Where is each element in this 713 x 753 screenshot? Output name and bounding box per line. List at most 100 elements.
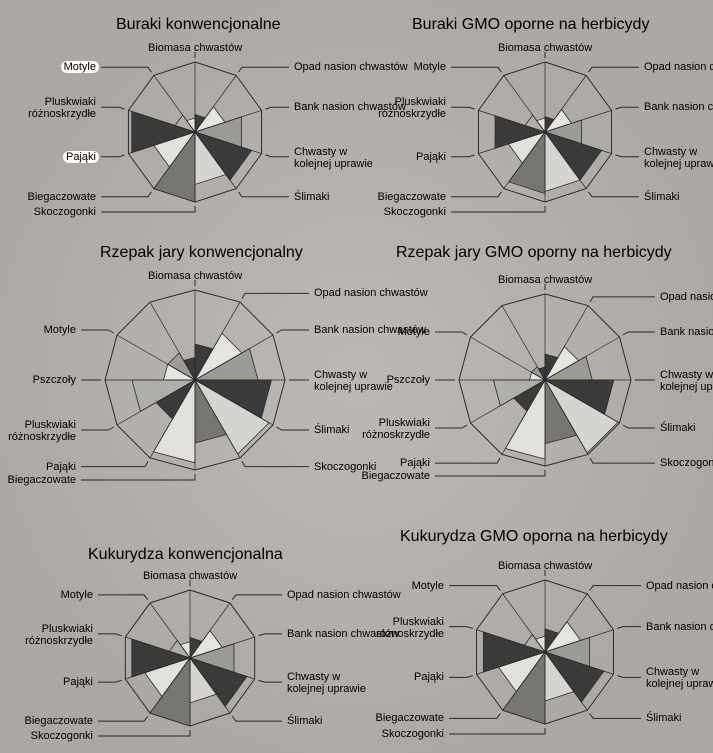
axis-label: Motyle <box>61 61 99 73</box>
axis-label: Pająki <box>397 457 433 469</box>
label-leader <box>435 470 545 476</box>
axis-label: Pluskwiaki różnoskrzydłe <box>347 417 433 441</box>
radar-spoke <box>117 335 195 380</box>
panel-kukurydza-gmo: Kukurydza GMO oporna na herbicydyBiomasa… <box>370 548 700 743</box>
axis-label: Motyle <box>395 326 433 338</box>
label-leader <box>588 192 639 197</box>
label-leader <box>81 474 195 480</box>
panel-kukurydza-konwencjonalna: Kukurydza konwencjonalnaBiomasa chwastów… <box>10 560 350 745</box>
label-leader <box>81 330 114 333</box>
axis-label: Skoczogonki <box>381 206 449 218</box>
axis-label: Skoczogonki <box>31 206 99 218</box>
label-leader <box>98 634 122 636</box>
chart-title: Buraki konwencjonalne <box>116 16 281 34</box>
axis-label: Pająki <box>411 671 447 683</box>
axis-label: Pluskwiaki różnoskrzydłe <box>361 616 447 640</box>
label-leader <box>258 634 282 636</box>
label-leader <box>623 332 655 335</box>
label-leader <box>98 595 148 600</box>
label-leader <box>590 458 655 463</box>
radar-spoke <box>471 337 545 380</box>
axis-label: Biegaczowate <box>373 712 448 724</box>
axis-label: Pluskwiaki różnoskrzydłe <box>0 419 79 443</box>
label-leader <box>98 716 148 721</box>
label-leader <box>449 728 545 734</box>
axis-label: Pluskwiaki różnoskrzydłe <box>13 96 99 120</box>
chart-title: Kukurydza GMO oporna na herbicydy <box>400 528 668 546</box>
label-leader <box>98 680 122 682</box>
label-leader <box>265 107 289 109</box>
panel-buraki-gmo: Buraki GMO oporne na herbicydyBiomasa ch… <box>370 34 700 214</box>
label-leader <box>81 427 114 430</box>
label-leader <box>435 458 500 463</box>
chart-title: Rzepak jary konwencjonalny <box>100 244 303 262</box>
axis-label: Opad nasion chwastów <box>641 61 713 73</box>
axis-label: Biegaczowate <box>375 191 450 203</box>
label-leader <box>101 206 195 212</box>
label-leader <box>590 713 641 718</box>
label-leader <box>451 67 502 72</box>
label-leader <box>623 425 655 428</box>
axis-label: Pająki <box>413 151 449 163</box>
axis-label: Ślimaki <box>643 712 684 724</box>
label-leader <box>449 675 473 677</box>
label-leader <box>449 586 500 591</box>
label-leader <box>238 192 289 197</box>
axis-label: Biomasa chwastów <box>495 42 595 54</box>
axis-label: Bank nasion chwastów <box>641 101 713 113</box>
label-leader <box>590 586 641 591</box>
axis-label: Motyle <box>409 580 447 592</box>
axis-label: Motyle <box>41 324 79 336</box>
label-leader <box>449 627 473 629</box>
axis-label: Biegaczowate <box>5 474 80 486</box>
axis-label: Pająki <box>43 461 79 473</box>
axis-label: Biegaczowate <box>25 191 100 203</box>
axis-label: Motyle <box>411 61 449 73</box>
label-leader <box>451 107 475 109</box>
label-leader <box>276 330 309 333</box>
label-leader <box>276 427 309 430</box>
label-leader <box>449 713 500 718</box>
axis-label: Biegaczowate <box>22 715 97 727</box>
label-leader <box>101 192 152 197</box>
label-leader <box>258 680 282 682</box>
axis-label: Biomasa chwastów <box>145 270 245 282</box>
axis-label: Biomasa chwastów <box>495 560 595 572</box>
axis-label: Pluskwiaki różnoskrzydłe <box>363 96 449 120</box>
label-leader <box>615 107 639 109</box>
label-leader <box>451 206 545 212</box>
axis-label: Opad nasion chwastów <box>657 291 713 303</box>
axis-label: Bank nasion chwastów <box>657 326 713 338</box>
label-leader <box>101 67 152 72</box>
label-leader <box>617 675 641 677</box>
panel-rzepak-gmo: Rzepak jary GMO oporny na herbicydyBioma… <box>370 262 700 492</box>
label-leader <box>435 425 467 428</box>
label-leader <box>615 155 639 157</box>
axis-label: Ślimaki <box>284 715 325 727</box>
label-leader <box>238 67 289 72</box>
label-leader <box>242 461 309 466</box>
axis-label: Motyle <box>58 589 96 601</box>
label-leader <box>265 155 289 157</box>
axis-label: Biegaczowate <box>359 470 434 482</box>
label-leader <box>590 297 655 302</box>
label-leader <box>81 461 148 466</box>
label-leader <box>101 155 125 157</box>
axis-label: Pluskwiaki różnoskrzydłe <box>10 623 96 647</box>
axis-label: Skoczogonki <box>28 730 96 742</box>
axis-label: Pająki <box>60 676 96 688</box>
axis-label: Opad nasion chwastów <box>643 580 713 592</box>
axis-label: Pająki <box>63 151 99 163</box>
label-leader <box>232 595 282 600</box>
chart-title: Rzepak jary GMO oporny na herbicydy <box>396 244 672 262</box>
panel-buraki-konwencjonalne: Buraki konwencjonalneBiomasa chwastówOpa… <box>20 34 350 214</box>
panel-rzepak-konwencjonalny: Rzepak jary konwencjonalnyBiomasa chwast… <box>10 262 350 492</box>
label-leader <box>617 627 641 629</box>
label-leader <box>98 730 190 736</box>
axis-label: Chwasty w kolejnej uprawie <box>643 666 713 690</box>
axis-label: Pszczoły <box>30 374 79 386</box>
label-leader <box>101 107 125 109</box>
axis-label: Biomasa chwastów <box>140 570 240 582</box>
axis-label: Chwasty w kolejnej uprawie <box>641 146 713 170</box>
label-leader <box>451 192 502 197</box>
